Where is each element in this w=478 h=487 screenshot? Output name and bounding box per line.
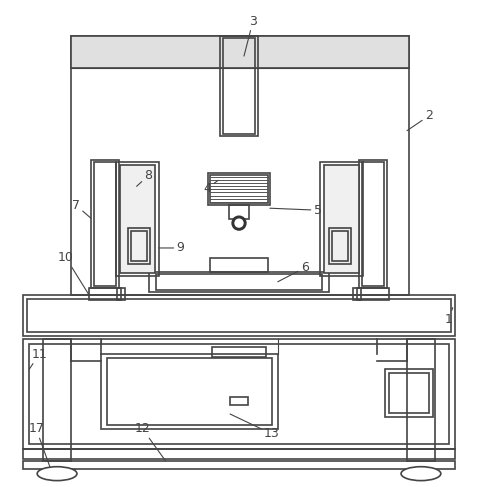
- Bar: [407, 339, 435, 461]
- Bar: [333, 231, 348, 261]
- Bar: [29, 344, 449, 444]
- Bar: [212, 347, 266, 357]
- Bar: [156, 274, 322, 290]
- Bar: [23, 461, 455, 468]
- Text: 13: 13: [230, 414, 280, 440]
- Text: 10: 10: [58, 251, 89, 295]
- Text: 12: 12: [135, 422, 165, 461]
- Bar: [128, 228, 150, 264]
- Bar: [210, 258, 268, 272]
- Bar: [359, 161, 387, 288]
- Bar: [43, 339, 71, 461]
- Text: 4: 4: [203, 180, 218, 195]
- Text: 6: 6: [278, 262, 309, 282]
- Bar: [329, 228, 351, 264]
- Circle shape: [235, 219, 243, 227]
- Bar: [117, 288, 125, 300]
- Bar: [130, 231, 147, 261]
- Bar: [116, 163, 160, 276]
- Bar: [210, 175, 268, 203]
- Bar: [107, 358, 272, 425]
- Bar: [101, 355, 278, 429]
- Bar: [319, 163, 363, 276]
- Bar: [71, 36, 409, 68]
- Bar: [208, 173, 270, 205]
- Bar: [23, 339, 455, 449]
- Bar: [324, 166, 359, 273]
- Ellipse shape: [37, 467, 77, 481]
- Bar: [362, 163, 384, 286]
- Text: 5: 5: [270, 204, 322, 217]
- Bar: [94, 163, 116, 286]
- Text: 11: 11: [29, 348, 47, 369]
- Bar: [358, 288, 389, 300]
- Bar: [71, 36, 409, 295]
- Ellipse shape: [401, 467, 441, 481]
- Text: 1: 1: [445, 308, 453, 326]
- Text: 3: 3: [244, 15, 257, 56]
- Bar: [23, 449, 455, 459]
- Text: 7: 7: [72, 199, 91, 218]
- Bar: [149, 272, 329, 292]
- Text: 17: 17: [28, 422, 53, 476]
- Bar: [385, 369, 433, 417]
- Bar: [223, 38, 255, 133]
- Bar: [353, 288, 361, 300]
- Bar: [91, 161, 119, 288]
- Bar: [23, 295, 455, 337]
- Text: 2: 2: [407, 109, 433, 131]
- Bar: [389, 373, 429, 413]
- Circle shape: [232, 216, 246, 230]
- Bar: [27, 299, 451, 333]
- Bar: [89, 288, 120, 300]
- Bar: [120, 166, 155, 273]
- Text: 9: 9: [159, 242, 185, 255]
- Text: 8: 8: [137, 169, 152, 187]
- Bar: [220, 36, 258, 136]
- Bar: [229, 205, 249, 219]
- Bar: [230, 397, 248, 405]
